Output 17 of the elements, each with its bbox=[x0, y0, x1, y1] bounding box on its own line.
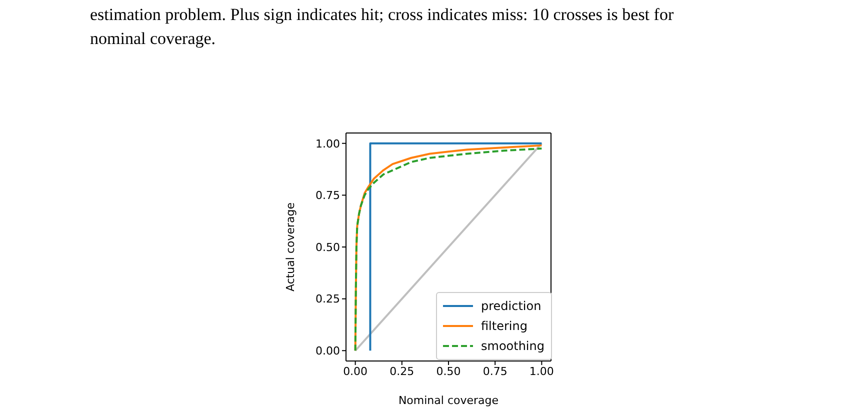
x-tick-label: 1.00 bbox=[529, 364, 554, 378]
y-tick-label: 1.00 bbox=[316, 137, 340, 150]
legend-label: filtering bbox=[481, 318, 528, 335]
x-axis-title: Nominal coverage bbox=[398, 394, 499, 407]
x-tick-label: 0.25 bbox=[390, 364, 414, 378]
x-tick-label: 0.00 bbox=[343, 364, 368, 378]
legend-label: prediction bbox=[481, 298, 542, 315]
x-tick-label: 0.75 bbox=[482, 364, 508, 378]
legend-label: smoothing bbox=[481, 338, 544, 355]
y-tick-label: 0.50 bbox=[316, 240, 340, 254]
text: estimation problem. Plus sign indicates hit; cross indicates miss: 10 crosses is best for bbox=[90, 5, 674, 25]
y-tick-label: 0.00 bbox=[316, 344, 340, 358]
y-axis-title: Actual coverage bbox=[284, 202, 297, 292]
text: nominal coverage. bbox=[90, 29, 216, 49]
y-tick-label: 0.25 bbox=[316, 292, 340, 306]
y-tick-label: 0.75 bbox=[316, 189, 340, 202]
x-tick-label: 0.50 bbox=[436, 364, 461, 378]
